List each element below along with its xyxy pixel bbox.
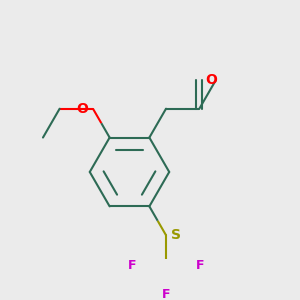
Text: O: O [205,74,217,87]
Text: F: F [162,288,170,300]
Text: F: F [128,259,136,272]
Text: S: S [171,228,181,242]
Text: O: O [76,102,88,116]
Text: F: F [196,259,204,272]
